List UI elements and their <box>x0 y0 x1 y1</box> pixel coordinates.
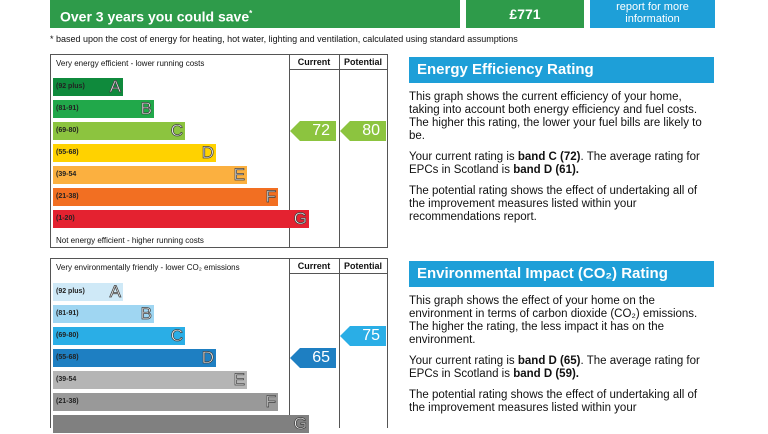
current-rating-arrow: 65 <box>290 348 336 368</box>
band-letter: F <box>265 187 276 207</box>
env-paragraph-2: Your current rating is band D (65). The … <box>409 355 700 380</box>
divider <box>289 55 290 247</box>
energy-paragraph-2: Your current rating is band C (72). The … <box>409 151 700 176</box>
potential-rating-arrow: 80 <box>340 121 386 141</box>
savings-banner: Over 3 years you could save* <box>50 0 460 28</box>
rating-band-g: G <box>53 414 309 434</box>
env-paragraph-1: This graph shows the effect of your home… <box>409 295 698 346</box>
band-letter: D <box>201 348 214 368</box>
band-letter: B <box>140 99 152 119</box>
environmental-rating-text: This graph shows the effect of your home… <box>409 295 715 423</box>
savings-marker: * <box>249 9 253 18</box>
band-range: (69-80) <box>56 332 79 339</box>
band-range: (21-38) <box>56 193 79 200</box>
header-divider <box>289 273 387 274</box>
rating-band-a: (92 plus) A <box>53 77 123 97</box>
energy-rating-text: This graph shows the current efficiency … <box>409 91 715 232</box>
band-letter: D <box>201 143 214 163</box>
rating-band-d: (55-68) D <box>53 143 216 163</box>
band-letter: F <box>265 392 276 412</box>
rating-band-g: (1-20) G <box>53 209 309 229</box>
rating-band-e: (39-54 E <box>53 370 247 390</box>
band-letter: E <box>233 370 245 390</box>
divider <box>339 55 340 247</box>
divider <box>339 259 340 428</box>
rating-band-c: (69-80) C <box>53 121 185 141</box>
environmental-impact-chart: Current Potential Very environmentally f… <box>50 258 388 433</box>
band-range: (92 plus) <box>56 288 85 295</box>
rating-band-a: (92 plus) A <box>53 282 123 302</box>
band-range: (92 plus) <box>56 83 85 90</box>
rating-band-b: (81-91) B <box>53 99 154 119</box>
current-header: Current <box>297 261 331 271</box>
chart-bottom-label: Not energy efficient - higher running co… <box>56 236 204 245</box>
band-letter: E <box>233 165 245 185</box>
report-link[interactable]: report for more information <box>590 0 715 28</box>
current-header: Current <box>297 57 331 67</box>
energy-paragraph-1: This graph shows the current efficiency … <box>409 91 702 142</box>
chart-top-label: Very energy efficient - lower running co… <box>56 59 205 68</box>
potential-header: Potential <box>343 261 382 271</box>
band-range: (21-38) <box>56 398 79 405</box>
rating-band-b: (81-91) B <box>53 304 154 324</box>
rating-band-e: (39-54 E <box>53 165 247 185</box>
current-rating-arrow: 72 <box>290 121 336 141</box>
chart-top-label: Very environmentally friendly - lower CO… <box>56 263 240 272</box>
band-letter: G <box>293 209 307 229</box>
savings-value: £771 <box>466 0 584 28</box>
band-letter: C <box>170 326 183 346</box>
environmental-rating-title: Environmental Impact (CO₂) Rating <box>409 261 714 287</box>
savings-label: Over 3 years you could save <box>60 8 250 25</box>
divider <box>289 259 290 428</box>
rating-band-f: (21-38) F <box>53 187 278 207</box>
band-range: (39-54 <box>56 171 77 178</box>
rating-band-c: (69-80) C <box>53 326 185 346</box>
rating-band-f: (21-38) F <box>53 392 278 412</box>
band-letter: B <box>140 304 152 324</box>
band-range: (39-54 <box>56 376 77 383</box>
energy-paragraph-3: The potential rating shows the effect of… <box>409 185 698 223</box>
band-letter: A <box>109 77 121 97</box>
band-range: (1-20) <box>56 215 75 222</box>
band-letter: C <box>170 121 183 141</box>
header-divider <box>289 69 387 70</box>
band-letter: A <box>109 282 121 302</box>
band-letter: G <box>293 414 307 434</box>
energy-rating-title: Energy Efficiency Rating <box>409 57 714 83</box>
band-range: (81-91) <box>56 310 79 317</box>
band-range: (55-68) <box>56 354 79 361</box>
energy-efficiency-chart: Current Potential Very energy efficient … <box>50 54 388 248</box>
band-range: (55-68) <box>56 149 79 156</box>
footnote: * based upon the cost of energy for heat… <box>50 34 518 44</box>
band-range: (69-80) <box>56 127 79 134</box>
env-paragraph-3: The potential rating shows the effect of… <box>409 389 698 414</box>
rating-band-d: (55-68) D <box>53 348 216 368</box>
potential-rating-arrow: 75 <box>340 326 386 346</box>
band-range: (81-91) <box>56 105 79 112</box>
potential-header: Potential <box>343 57 382 67</box>
